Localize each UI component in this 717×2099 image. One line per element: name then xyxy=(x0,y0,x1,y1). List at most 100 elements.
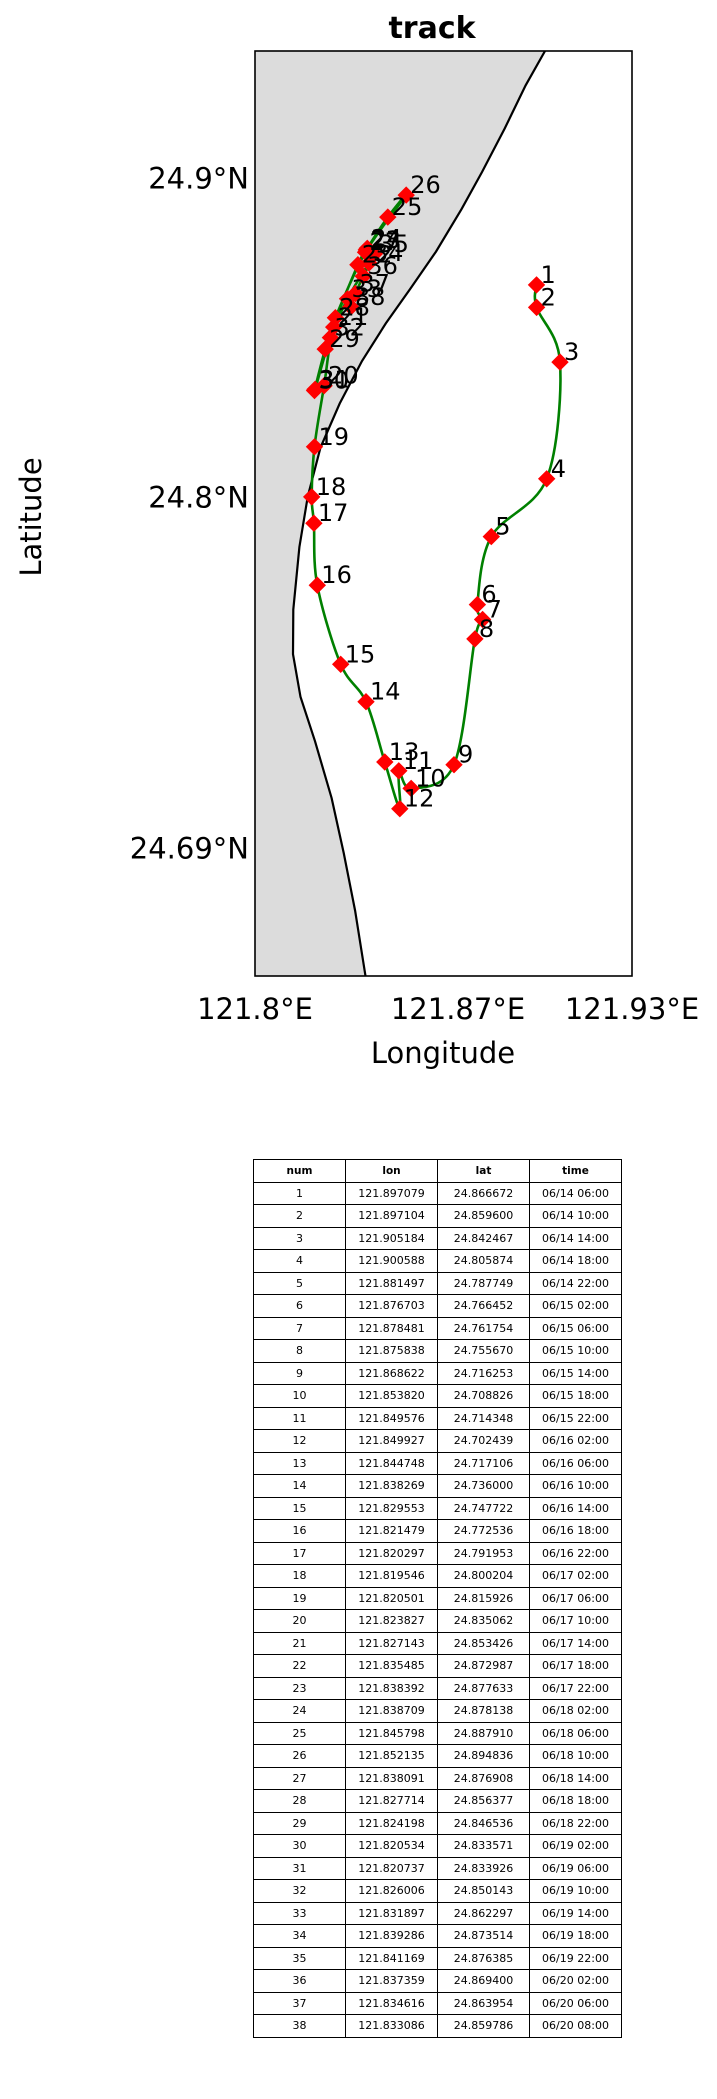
table-row: 15 121.829553 24.747722 06/16 14:00 xyxy=(253,1496,622,1520)
x-tick-label: 121.93°E xyxy=(565,992,699,1026)
table-cell: 121.827714 xyxy=(345,1789,438,1813)
table-cell: 06/16 22:00 xyxy=(529,1541,622,1565)
table-cell: 06/18 02:00 xyxy=(529,1699,622,1723)
table-cell: 06/20 08:00 xyxy=(529,2014,622,2038)
table-cell: 24.856377 xyxy=(437,1789,530,1813)
table-cell: 121.831897 xyxy=(345,1901,438,1925)
table-cell: 06/15 10:00 xyxy=(529,1339,622,1363)
table-cell: 121.875838 xyxy=(345,1339,438,1363)
table-cell: 26 xyxy=(253,1744,346,1768)
table-cell: 24.859600 xyxy=(437,1204,530,1228)
table-cell: 24.787749 xyxy=(437,1271,530,1295)
track-point-marker xyxy=(305,438,324,456)
table-cell: 06/17 02:00 xyxy=(529,1564,622,1588)
track-point-label: 6 xyxy=(481,581,496,609)
y-tick-label: 24.9°N xyxy=(148,162,249,196)
land-layer xyxy=(255,51,545,976)
track-point-label: 33 xyxy=(352,275,383,303)
y-tick-label: 24.8°N xyxy=(148,481,249,515)
track-point-marker xyxy=(466,630,484,648)
table-cell: 06/15 06:00 xyxy=(529,1316,622,1340)
track-point-label: 24 xyxy=(371,224,402,252)
table-cell: 27 xyxy=(253,1766,346,1790)
table-cell: 30 xyxy=(253,1834,346,1858)
table-cell: 9 xyxy=(253,1361,346,1385)
table-cell: 28 xyxy=(253,1789,346,1813)
table-cell: 06/15 22:00 xyxy=(529,1406,622,1430)
table-cell: 24.755670 xyxy=(437,1339,530,1363)
track-point-label: 20 xyxy=(328,362,359,390)
table-cell: 24.761754 xyxy=(437,1316,530,1340)
x-tick-label: 121.8°E xyxy=(197,992,313,1026)
table-cell: 121.878481 xyxy=(345,1316,438,1340)
track-point-label: 15 xyxy=(345,640,376,668)
table-row: 10 121.853820 24.708826 06/15 18:00 xyxy=(253,1384,622,1408)
table-cell: 24.835062 xyxy=(437,1609,530,1633)
table-cell: 06/16 10:00 xyxy=(529,1474,622,1498)
table-cell: 24.833571 xyxy=(437,1834,530,1858)
track-point-label: 7 xyxy=(487,596,502,624)
table-row: 28 121.827714 24.856377 06/18 18:00 xyxy=(253,1789,622,1813)
table-cell: 24.766452 xyxy=(437,1294,530,1318)
track-point-marker xyxy=(354,267,373,285)
table-cell: 12 xyxy=(253,1429,346,1453)
track-point-marker xyxy=(390,762,408,780)
table-row: 4 121.900588 24.805874 06/14 18:00 xyxy=(253,1249,622,1273)
track-point-label: 23 xyxy=(370,226,401,254)
table-cell: 121.820501 xyxy=(345,1586,438,1610)
table-row: 30 121.820534 24.833571 06/19 02:00 xyxy=(253,1834,622,1858)
table-cell: 24.716253 xyxy=(437,1361,530,1385)
track-point-label: 35 xyxy=(378,230,409,258)
table-cell: 24.863954 xyxy=(437,1991,530,2015)
table-row: 24 121.838709 24.878138 06/18 02:00 xyxy=(253,1699,622,1723)
table-cell: 7 xyxy=(253,1316,346,1340)
table-cell: 24.872987 xyxy=(437,1654,530,1678)
table-row: 18 121.819546 24.800204 06/17 02:00 xyxy=(253,1564,622,1588)
track-point-marker xyxy=(379,208,397,226)
table-header-row: num lon lat time xyxy=(253,1159,622,1183)
table-row: 26 121.852135 24.894836 06/18 10:00 xyxy=(253,1744,622,1768)
track-point-label: 11 xyxy=(403,747,434,775)
table-cell: 5 xyxy=(253,1271,346,1295)
table-cell: 06/16 02:00 xyxy=(529,1429,622,1453)
table-cell: 06/20 02:00 xyxy=(529,1969,622,1993)
table-cell: 14 xyxy=(253,1474,346,1498)
table-cell: 29 xyxy=(253,1811,346,1835)
track-point-label: 2 xyxy=(541,283,556,311)
table-cell: 06/14 18:00 xyxy=(529,1249,622,1273)
track-point-label: 13 xyxy=(389,738,420,766)
table-cell: 121.829553 xyxy=(345,1496,438,1520)
track-point-label: 5 xyxy=(495,513,510,541)
table-cell: 06/16 06:00 xyxy=(529,1451,622,1475)
table-row: 31 121.820737 24.833926 06/19 06:00 xyxy=(253,1856,622,1880)
table-row: 2 121.897104 24.859600 06/14 10:00 xyxy=(253,1204,622,1228)
table-cell: 24.887910 xyxy=(437,1721,530,1745)
table-cell: 06/17 10:00 xyxy=(529,1609,622,1633)
table-cell: 121.819546 xyxy=(345,1564,438,1588)
table-header-cell: lat xyxy=(437,1159,530,1183)
table-row: 7 121.878481 24.761754 06/15 06:00 xyxy=(253,1316,622,1340)
table-cell: 06/15 14:00 xyxy=(529,1361,622,1385)
track-point-marker xyxy=(402,779,420,798)
track-point-label: 19 xyxy=(319,423,350,451)
track-point-label: 16 xyxy=(321,561,352,589)
track-point-marker xyxy=(473,610,492,629)
track-point-marker xyxy=(482,527,501,546)
table-cell: 24.876385 xyxy=(437,1946,530,1970)
table-cell: 24.833926 xyxy=(437,1856,530,1880)
table-cell: 06/18 14:00 xyxy=(529,1766,622,1790)
track-point-label: 14 xyxy=(370,678,401,706)
table-row: 9 121.868622 24.716253 06/15 14:00 xyxy=(253,1361,622,1385)
track-point-marker xyxy=(551,353,569,371)
table-row: 22 121.835485 24.872987 06/17 18:00 xyxy=(253,1654,622,1678)
table-cell: 24.842467 xyxy=(437,1226,530,1250)
table-cell: 31 xyxy=(253,1856,346,1880)
table-cell: 35 xyxy=(253,1946,346,1970)
table-cell: 06/14 22:00 xyxy=(529,1271,622,1295)
track-point-marker xyxy=(331,655,350,674)
table-cell: 121.845798 xyxy=(345,1721,438,1745)
table-row: 27 121.838091 24.876908 06/18 14:00 xyxy=(253,1766,622,1790)
track-point-marker xyxy=(468,595,487,614)
table-cell: 121.897079 xyxy=(345,1181,438,1205)
table-cell: 24.708826 xyxy=(437,1384,530,1408)
